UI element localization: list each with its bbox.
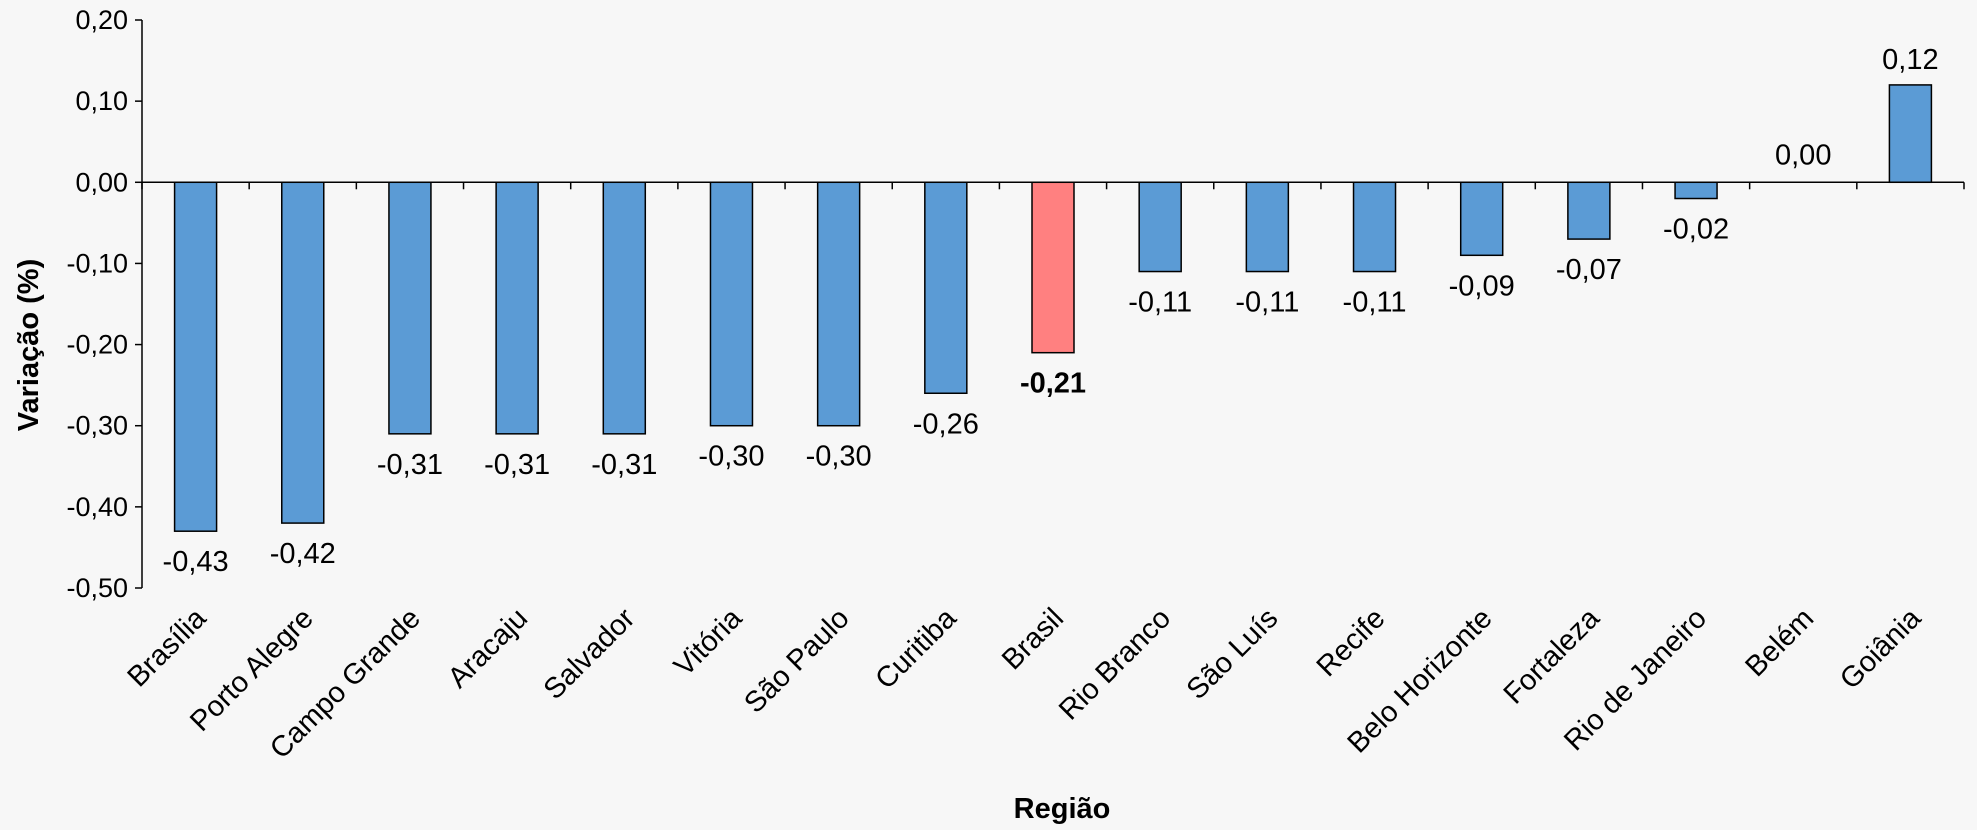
data-label-campo-grande: -0,31 [377, 449, 443, 481]
data-label-brasil: -0,21 [1020, 368, 1086, 400]
data-label-porto-alegre: -0,42 [270, 538, 336, 570]
data-label-sao-luis: -0,11 [1235, 287, 1299, 319]
data-label-aracaju: -0,31 [484, 449, 550, 481]
bar-porto-alegre [281, 181, 325, 524]
y-tick-label: -0,10 [66, 248, 128, 278]
y-tick-label: -0,50 [66, 573, 128, 603]
data-label-brasilia: -0,43 [163, 546, 229, 578]
data-label-goiania: 0,12 [1882, 44, 1938, 76]
data-label-rio-branco: -0,11 [1128, 287, 1192, 319]
y-tick-label: 0,10 [75, 86, 128, 116]
data-label-curitiba: -0,26 [913, 408, 979, 440]
y-axis-title: Variação (%) [13, 259, 45, 431]
y-tick-label: -0,30 [66, 411, 128, 441]
bar-goiania [1888, 84, 1933, 184]
bar-recife [1352, 181, 1397, 273]
y-tick-label: -0,20 [66, 330, 128, 360]
bar-rio-de-janeiro [1674, 181, 1718, 200]
bar-fortaleza [1567, 181, 1611, 240]
data-label-belem: 0,00 [1775, 139, 1831, 171]
bar-sao-luis [1245, 181, 1290, 273]
data-label-sao-paulo: -0,30 [806, 441, 872, 473]
data-label-fortaleza: -0,07 [1556, 254, 1622, 286]
bar-brasilia [173, 181, 218, 532]
y-tick-label: 0,20 [75, 5, 128, 35]
bar-aracaju [495, 181, 539, 435]
data-label-rio-de-janeiro: -0,02 [1663, 214, 1729, 246]
bar-vitoria [709, 181, 754, 427]
data-label-salvador: -0,31 [591, 449, 657, 481]
data-label-recife: -0,11 [1343, 287, 1407, 319]
bar-belo-horizonte [1459, 181, 1504, 257]
x-axis-title: Região [1014, 793, 1111, 825]
y-tick-label: 0,00 [75, 167, 128, 197]
y-axis: 0,20 0,10 0,00 -0,10 -0,20 -0,30 -0,40 -0,50 [66, 5, 142, 603]
bar-salvador [602, 181, 647, 435]
data-labels: -0,43 -0,42 -0,31 -0,31 -0,31 -0,30 -0,30 -0,26… [163, 44, 1939, 578]
bar-campo-grande [388, 181, 432, 435]
bar-rio-branco [1138, 181, 1182, 273]
data-label-vitoria: -0,30 [698, 441, 764, 473]
data-label-belo-horizonte: -0,09 [1449, 270, 1515, 302]
bar-sao-paulo [816, 181, 861, 427]
y-tick-label: -0,40 [66, 492, 128, 522]
bar-curitiba [924, 181, 968, 395]
bar-brasil [1031, 181, 1075, 354]
axes [141, 20, 1965, 588]
